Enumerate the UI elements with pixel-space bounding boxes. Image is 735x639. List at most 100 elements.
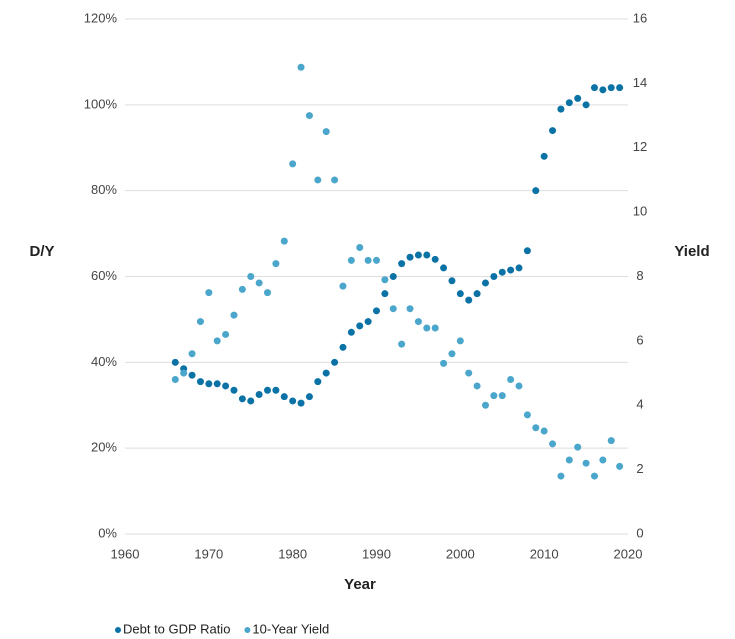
point: [180, 369, 188, 377]
point: [356, 244, 364, 252]
point: [498, 268, 506, 276]
point: [465, 369, 473, 377]
point: [339, 282, 347, 290]
point: [423, 324, 431, 332]
legend-label: 10-Year Yield: [252, 621, 329, 636]
y-tick-label: 40%: [91, 354, 117, 369]
point: [314, 378, 322, 386]
point: [222, 382, 230, 390]
point: [607, 437, 615, 445]
point: [188, 350, 196, 358]
point: [607, 84, 615, 92]
point: [238, 285, 246, 293]
point: [440, 264, 448, 272]
point: [532, 187, 540, 195]
point: [247, 273, 255, 280]
point: [515, 382, 523, 390]
point: [347, 328, 355, 336]
legend-label: Debt to GDP Ratio: [123, 621, 230, 636]
point: [331, 176, 339, 184]
point: [205, 289, 213, 297]
y-tick-label: 60%: [91, 268, 117, 283]
point: [557, 105, 565, 113]
legend-marker: [115, 627, 121, 633]
point: [582, 101, 590, 109]
point: [272, 260, 280, 268]
point: [297, 63, 305, 71]
point: [389, 273, 397, 280]
point: [381, 276, 389, 284]
point: [565, 99, 573, 107]
point: [440, 359, 448, 367]
point: [565, 456, 573, 464]
point: [238, 395, 246, 403]
y-tick-label: 120%: [84, 10, 118, 25]
point: [230, 386, 238, 394]
y2-tick-label: 2: [636, 461, 643, 476]
point: [331, 358, 339, 366]
point: [599, 456, 607, 464]
point: [280, 393, 288, 401]
y-tick-label: 20%: [91, 440, 117, 455]
point: [196, 378, 204, 386]
point: [356, 322, 364, 330]
point: [481, 401, 489, 409]
point: [196, 318, 204, 326]
point: [230, 311, 238, 319]
point: [389, 305, 397, 313]
point: [590, 472, 598, 480]
point: [616, 462, 624, 470]
x-tick-label: 1980: [278, 546, 307, 561]
point: [549, 440, 557, 448]
y2-tick-label: 10: [633, 204, 647, 219]
x-tick-label: 2000: [446, 546, 475, 561]
point: [264, 289, 272, 297]
point: [398, 340, 406, 348]
point: [456, 337, 464, 345]
point: [322, 128, 330, 136]
point: [322, 369, 330, 377]
point: [448, 350, 456, 358]
point: [364, 256, 372, 264]
y2-axis-label: Yield: [674, 243, 709, 260]
x-tick-label: 1960: [111, 546, 140, 561]
point: [490, 273, 498, 280]
point: [473, 290, 481, 298]
point: [213, 380, 221, 388]
point: [289, 160, 297, 168]
y2-tick-label: 6: [636, 332, 643, 347]
point: [523, 411, 531, 419]
point: [305, 112, 313, 120]
point: [213, 337, 221, 345]
point: [205, 380, 213, 388]
x-tick-label: 2020: [614, 546, 643, 561]
point: [481, 279, 489, 287]
point: [498, 392, 506, 400]
point: [280, 237, 288, 245]
point: [540, 152, 548, 160]
y2-tick-label: 14: [633, 75, 647, 90]
point: [431, 255, 439, 263]
point: [255, 279, 263, 287]
point: [171, 358, 179, 366]
point: [264, 386, 272, 394]
point: [549, 127, 557, 135]
point: [423, 251, 431, 259]
y-tick-label: 0%: [98, 525, 117, 540]
y2-tick-label: 0: [636, 525, 643, 540]
point: [540, 427, 548, 435]
point: [523, 247, 531, 255]
point: [188, 371, 196, 379]
point: [616, 84, 624, 92]
point: [490, 392, 498, 400]
x-axis-label: Year: [344, 576, 376, 593]
y2-tick-label: 12: [633, 139, 647, 154]
point: [532, 424, 540, 432]
point: [255, 391, 263, 399]
point: [297, 399, 305, 407]
point: [574, 443, 582, 451]
point: [590, 84, 598, 92]
y2-tick-label: 16: [633, 10, 647, 25]
point: [414, 251, 422, 259]
